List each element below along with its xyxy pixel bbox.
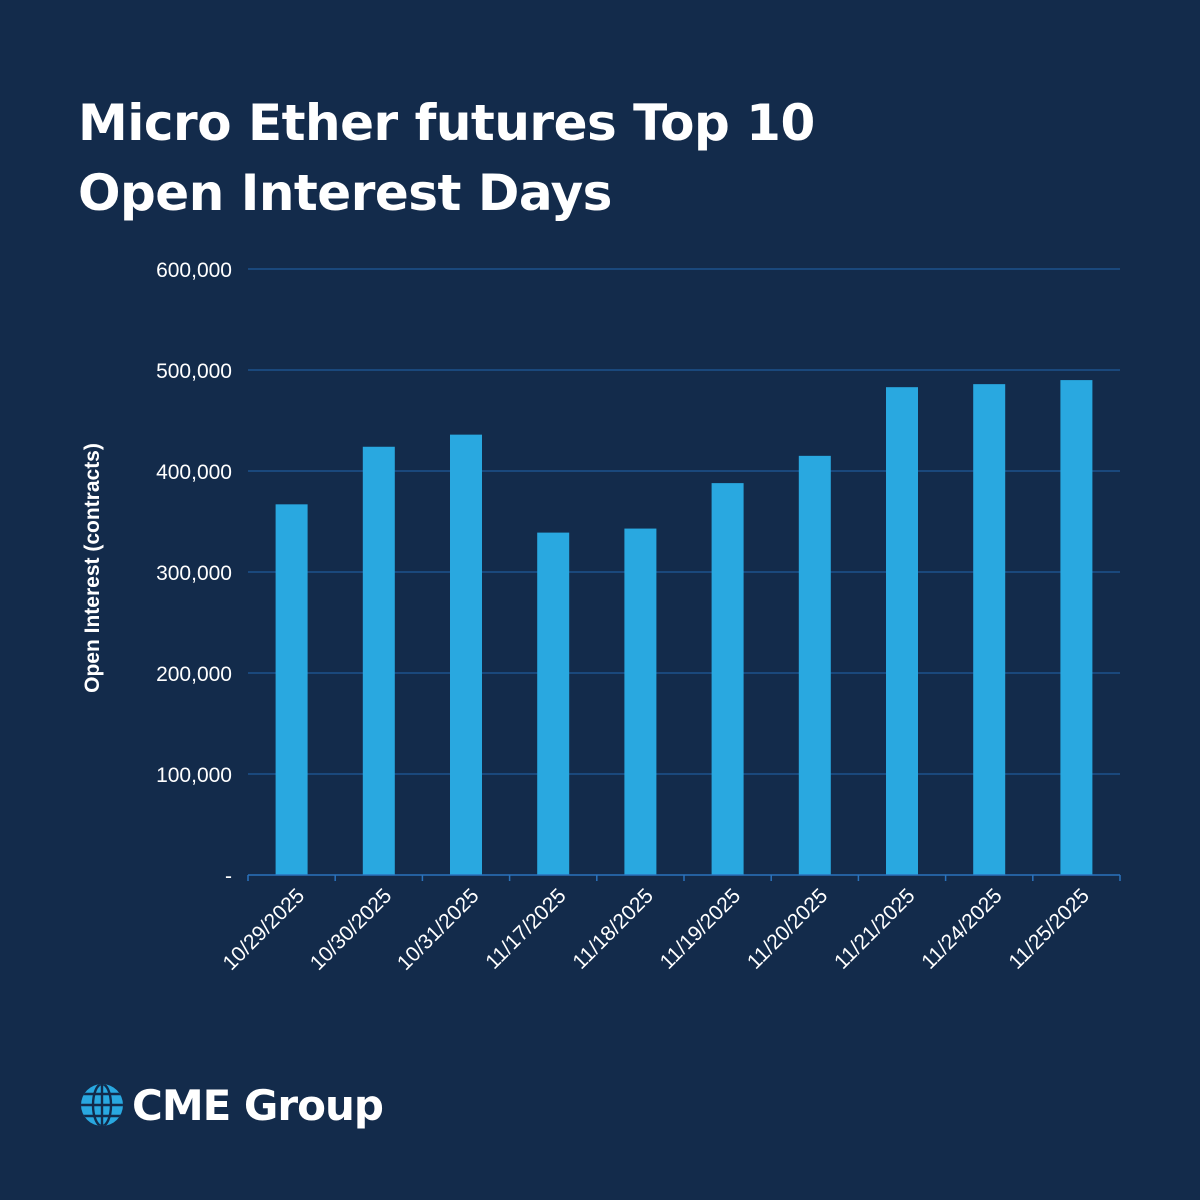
x-tick-label: 11/21/2025 bbox=[830, 884, 919, 973]
y-tick-label: - bbox=[225, 865, 232, 888]
bar bbox=[624, 528, 657, 875]
bar bbox=[886, 387, 918, 875]
chart-title-line1: Micro Ether futures Top 10 bbox=[78, 94, 815, 152]
x-tick-label: 11/18/2025 bbox=[568, 884, 657, 973]
chart-title: Micro Ether futures Top 10 Open Interest… bbox=[78, 88, 1078, 228]
bar bbox=[362, 446, 395, 875]
y-tick-label: 400,000 bbox=[156, 461, 232, 484]
y-tick-label: 100,000 bbox=[156, 764, 232, 787]
x-tick-label: 10/30/2025 bbox=[306, 884, 397, 975]
brand-name: CME Group bbox=[132, 1080, 384, 1130]
x-tick-label: 11/17/2025 bbox=[481, 884, 570, 973]
x-tick-label: 11/20/2025 bbox=[743, 884, 832, 973]
bar bbox=[973, 384, 1006, 875]
bar bbox=[798, 455, 831, 875]
x-axis bbox=[247, 874, 1121, 881]
y-tick-label: 200,000 bbox=[156, 663, 232, 686]
x-tick-label: 11/25/2025 bbox=[1004, 884, 1093, 973]
y-axis-ticks: - 100,000 200,000 300,000 400,000 500,000 600,… bbox=[156, 259, 232, 888]
bar bbox=[275, 504, 308, 875]
y-axis-label: Open Interest (contracts) bbox=[81, 443, 104, 693]
bars bbox=[275, 380, 1093, 875]
globe-icon bbox=[81, 1084, 123, 1126]
bar bbox=[537, 532, 570, 875]
y-tick-label: 500,000 bbox=[156, 360, 232, 383]
x-tick-label: 10/29/2025 bbox=[219, 884, 310, 975]
bar bbox=[1060, 380, 1093, 875]
x-tick-label: 11/19/2025 bbox=[656, 884, 745, 973]
y-tick-label: 300,000 bbox=[156, 562, 232, 585]
x-tick-label: 10/31/2025 bbox=[393, 884, 484, 975]
chart-title-line2: Open Interest Days bbox=[78, 164, 612, 222]
y-tick-label: 600,000 bbox=[156, 259, 232, 282]
x-axis-ticks: 10/29/202510/30/202510/31/202511/17/2025… bbox=[219, 884, 1094, 975]
bar bbox=[450, 434, 482, 875]
bar bbox=[711, 483, 744, 875]
x-tick-label: 11/24/2025 bbox=[917, 884, 1006, 973]
cme-group-logo: CME Group bbox=[80, 1080, 384, 1130]
